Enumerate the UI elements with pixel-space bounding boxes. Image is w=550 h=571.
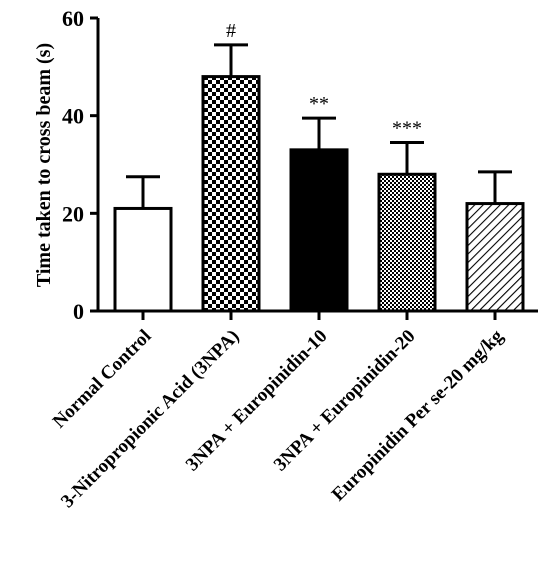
y-axis: 0 20 40 60: [62, 6, 100, 324]
y-tick-label: 0: [73, 299, 84, 324]
y-tick-label: 20: [62, 201, 84, 226]
y-tick-label: 40: [62, 104, 84, 129]
y-axis-title: Time taken to cross beam (s): [33, 43, 55, 287]
category-label: 3NPA + Europinidin-20: [270, 326, 420, 476]
bar: [113, 206, 173, 313]
significance-label: ***: [392, 118, 422, 140]
category-label: 3-Nitropropionic Acid (3NPA): [57, 326, 244, 513]
bar: [201, 75, 261, 313]
significance-label: #: [226, 20, 236, 42]
significance-label: **: [309, 93, 329, 115]
bar: [289, 148, 349, 313]
category-label: 3NPA + Europinidin-10: [182, 326, 332, 476]
bar: [465, 202, 525, 313]
bar: [377, 172, 437, 313]
error-bars: [126, 43, 512, 209]
significance-labels: #*****: [226, 20, 422, 140]
y-tick-label: 60: [62, 6, 84, 31]
bars: [113, 75, 525, 313]
category-label: Europinidin Per se-20 mg/kg: [328, 325, 508, 505]
